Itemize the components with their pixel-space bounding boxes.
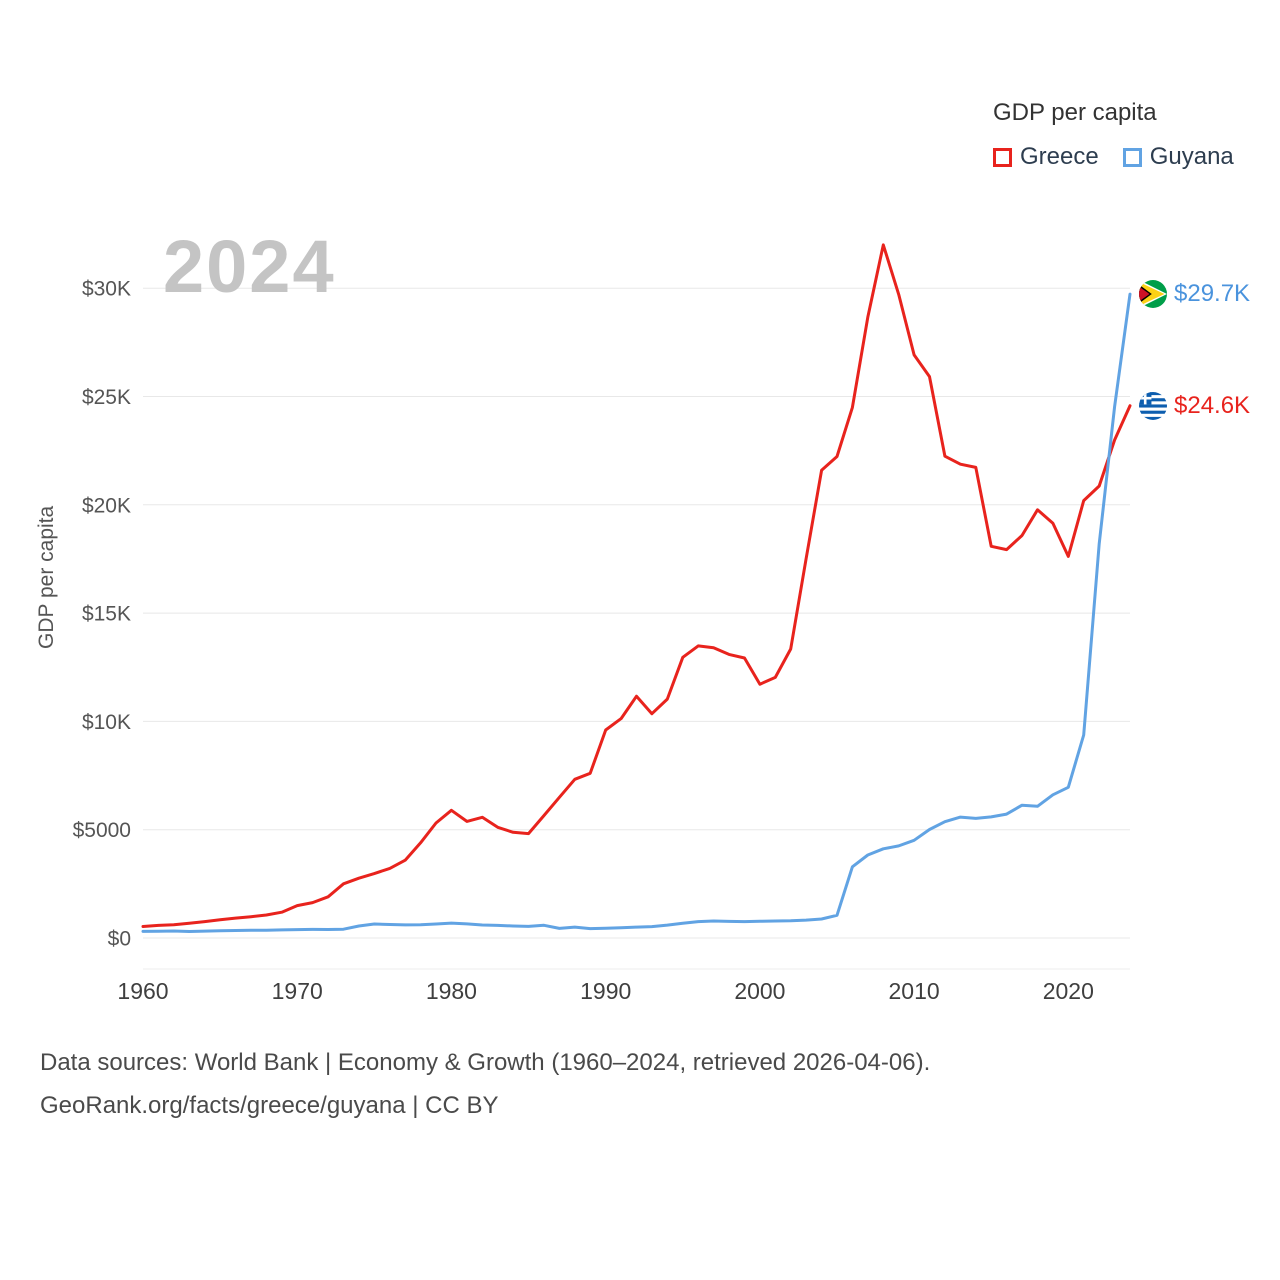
y-tick-label: $20K: [82, 494, 131, 517]
x-tick-label: 2020: [1043, 978, 1094, 1004]
y-tick-label: $5000: [73, 819, 131, 842]
legend-item-greece[interactable]: Greece: [993, 143, 1099, 171]
y-tick-label: $25K: [82, 386, 131, 409]
y-tick-label: $10K: [82, 711, 131, 734]
footer: Data sources: World Bank | Economy & Gro…: [40, 1042, 930, 1127]
x-tick-label: 1960: [117, 978, 168, 1004]
x-tick-label: 1970: [272, 978, 323, 1004]
legend-label-guyana: Guyana: [1149, 143, 1234, 170]
y-tick-label: $15K: [82, 603, 131, 626]
guyana-flag-icon: [1139, 280, 1167, 308]
greece-swatch-icon: [993, 147, 1012, 167]
y-tick-label: $30K: [82, 278, 131, 301]
x-tick-label: 2000: [734, 978, 785, 1004]
x-tick-label: 2010: [889, 978, 940, 1004]
footer-sources: Data sources: World Bank | Economy & Gro…: [40, 1049, 931, 1076]
greece-flag-icon: [1139, 392, 1167, 420]
end-label-guyana: $29.7K: [1139, 280, 1250, 308]
y-tick-label: $0: [108, 928, 131, 951]
series-line-greece: [141, 243, 1132, 928]
guyana-value-label: $29.7K: [1174, 280, 1251, 307]
y-axis-title: GDP per capita: [35, 505, 58, 649]
series-line-guyana: [141, 292, 1132, 933]
legend-rows: Greece Guyana: [993, 143, 1234, 171]
year-watermark: 2024: [163, 225, 336, 308]
legend-item-guyana[interactable]: Guyana: [1122, 143, 1234, 171]
x-tick-label: 1990: [580, 978, 631, 1004]
legend-title: GDP per capita: [993, 99, 1157, 126]
legend-label-greece: Greece: [1020, 143, 1099, 170]
legend: GDP per capita Greece Guyana: [993, 99, 1234, 171]
greece-value-label: $24.6K: [1174, 392, 1251, 419]
end-label-greece: $24.6K: [1139, 392, 1250, 420]
x-tick-label: 1980: [426, 978, 477, 1004]
footer-attribution: GeoRank.org/facts/greece/guyana | CC BY: [40, 1091, 499, 1119]
guyana-swatch-icon: [1122, 147, 1142, 167]
